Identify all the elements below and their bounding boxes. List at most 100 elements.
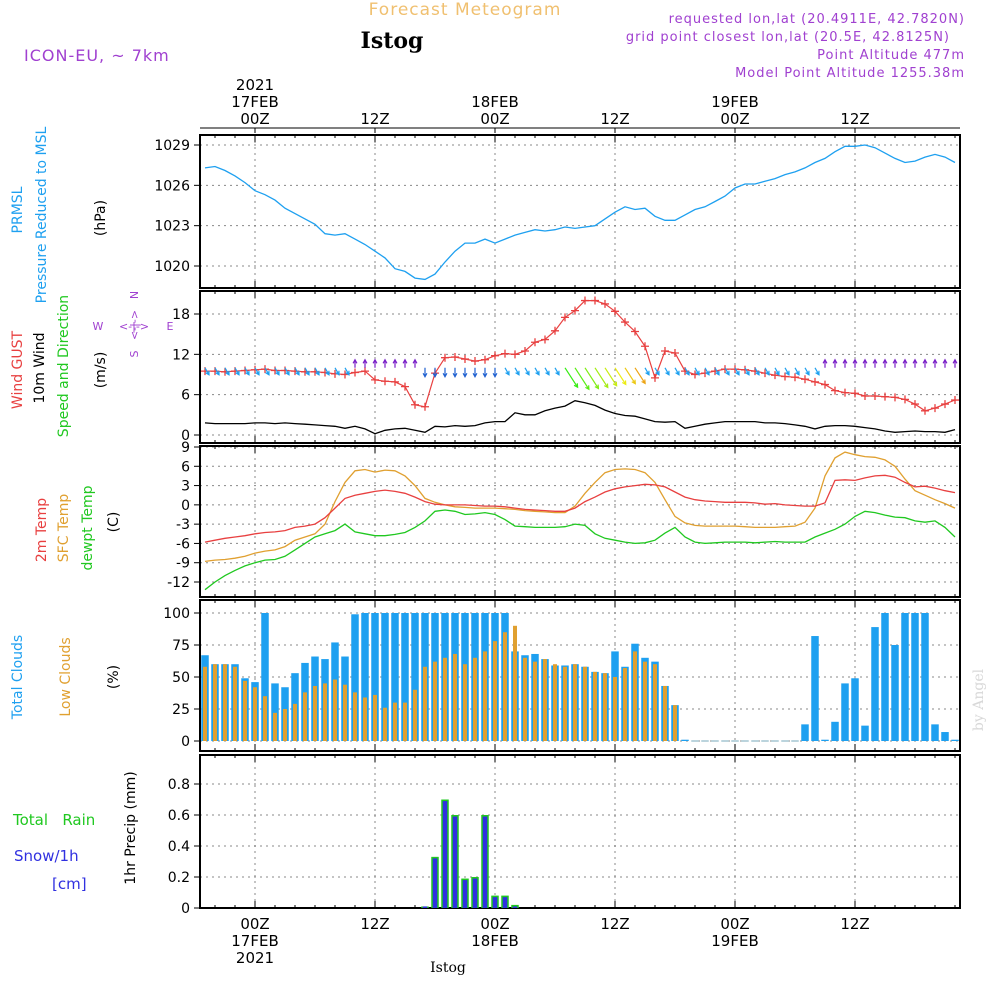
wind-arrow [274,367,280,376]
wind-labels: Wind GUST 10m Wind Speed and Direction (… [10,291,174,437]
gust-marker [631,327,639,336]
gust-marker [571,306,579,315]
compass-n: N [128,291,141,299]
precip-ytick-label: 0 [181,901,190,917]
t2m-label: 2m Temp [34,498,50,562]
model-point-altitude: Model Point Altitude 1255.38m [735,66,965,81]
low-cloud-bar [223,664,227,741]
pressure-frame [199,134,961,289]
temp-ytick-label: 9 [181,440,190,456]
wind-arrow [442,367,448,379]
precip-ytick-label: 0.8 [168,777,190,793]
requested-lonlat: requested lon,lat (20.4911E, 42.7820N) [669,12,965,27]
top-time-label: 12Z [600,110,629,128]
wind-arrow [564,367,579,389]
wind10m-label: 10m Wind [32,332,48,403]
total-cloud-bar [401,613,409,741]
wind-arrow [822,358,828,368]
bottom-time-label: 12Z [840,915,869,933]
gust-marker [901,395,909,404]
point-altitude: Point Altitude 477m [817,48,965,63]
wind-arrow [224,367,230,376]
gust-marker [511,350,519,359]
low-cloud-bar [473,657,477,741]
low-cloud-bar [453,653,457,741]
wind-arrow [882,358,888,368]
total-cloud-bar [901,613,909,741]
temp-ytick-label: 6 [181,459,190,475]
gust-marker [911,400,919,409]
gust-marker [801,375,809,384]
wind-arrow [804,367,810,376]
snow-bar [492,897,498,908]
wind-arrow [684,367,690,376]
pressure-panel: 1020 1023 1026 1029 [154,134,961,289]
gust-marker [671,348,679,357]
total-cloud-bar [351,614,359,741]
temp-ytick-label: -3 [176,517,190,533]
wind-arrow [412,358,418,368]
wind-arrow [334,367,340,376]
pressure-msl-label: Pressure Reduced to MSL [34,126,50,303]
gust-marker [491,351,499,360]
wind-arrow [862,358,868,368]
wind-arrow [744,367,750,376]
low-cloud-bar [633,651,637,741]
wind-arrow [764,367,770,376]
wind-panel: 0 6 12 18 [172,290,961,444]
clouds-ytick-label: 25 [172,702,190,718]
wind-arrow [214,367,220,376]
gust-marker [651,373,659,382]
sfc-temp-line [204,451,956,563]
gust-marker [771,371,779,380]
gust-marker [831,386,839,395]
low-cloud-bar [393,702,397,741]
low-clouds-label: Low Clouds [58,637,74,716]
temp-ytick-label: -12 [167,575,190,591]
bottom-time-label: 00Z [240,915,269,933]
top-time-label: 00Z [240,110,269,128]
wind-arrow [734,367,740,376]
bottom-time-label: 2021 [236,949,274,967]
wind-ytick-label: 18 [172,307,190,323]
total-cloud-bar [681,739,689,741]
temp-panel: 9 6 3 0 -3 -6 -9 -12 [167,440,961,598]
low-cloud-bar [573,664,577,741]
low-cloud-bar [493,641,497,741]
gust-marker [551,326,559,335]
temp-ytick-label: -9 [176,556,190,572]
watermark: by Angel [971,668,987,731]
top-time-label: 12Z [360,110,389,128]
total-cloud-bar [381,613,389,741]
bottom-time-label: 17FEB [231,932,278,950]
gust-marker [401,382,409,391]
total-cloud-bar [911,613,919,741]
wind-arrow [942,358,948,368]
pressure-labels: PRMSL Pressure Reduced to MSL (hPa) [10,126,109,303]
low-cloud-bar [603,673,607,741]
wind-arrow [362,358,368,368]
wind-arrow [382,358,388,368]
gust-marker [391,377,399,386]
wind-arrow [392,358,398,368]
gust-marker [851,389,859,398]
wind10m-line [204,400,956,435]
total-cloud-bar [371,613,379,741]
precip-ytick-label: 0.4 [168,839,190,855]
gust-marker [461,355,469,364]
gust-marker [411,400,419,409]
low-cloud-bar [433,661,437,741]
precip-frame [199,754,961,909]
footer-station: Istog [430,960,466,976]
low-cloud-bar [593,671,597,741]
compass-s: S [128,350,141,357]
bottom-time-label: 18FEB [471,932,518,950]
low-cloud-bar [543,659,547,741]
wind-arrow [492,367,498,379]
gust-marker [471,357,479,366]
wind-frame [199,290,961,444]
gust-marker [931,404,939,413]
wind-arrow [634,367,646,385]
pressure-ytick-label: 1023 [154,219,190,235]
gust-marker [611,307,619,316]
